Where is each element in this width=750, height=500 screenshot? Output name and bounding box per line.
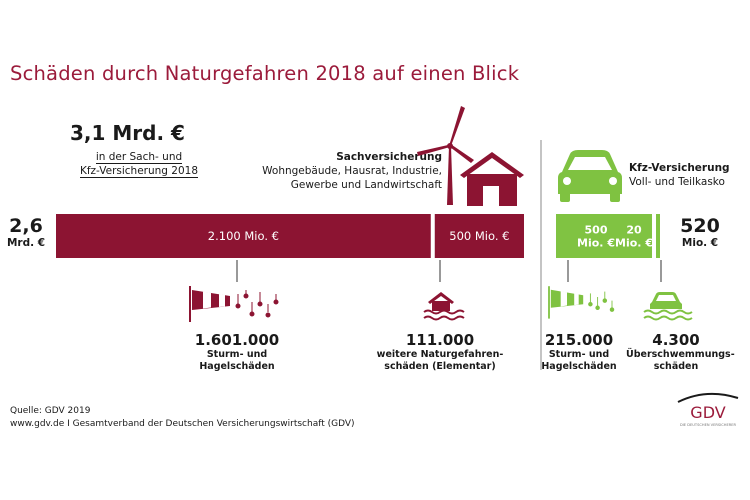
- total-label-line2: Kfz-Versicherung 2018: [79, 165, 199, 178]
- count-value: 4.300: [652, 331, 700, 349]
- bar-segment: [656, 214, 660, 258]
- bar-segment: [56, 214, 431, 258]
- kfz-description: Voll- und Teilkasko: [629, 176, 725, 188]
- bar-segment: [434, 214, 524, 258]
- sach-desc-line2: Gewerbe und Landwirtschaft: [290, 179, 442, 191]
- sach-total-unit: Mrd. €: [6, 237, 46, 249]
- sach-total-value: 2,6: [9, 215, 43, 237]
- kfz-total-unit: Mio. €: [681, 237, 719, 249]
- sach-total: 2,6 Mrd. €: [4, 215, 48, 250]
- car-icon: [558, 150, 622, 202]
- bar-segment-label: 500 Mio. €: [449, 229, 509, 243]
- count-label-line1: Sturm- und: [548, 349, 610, 360]
- count-value: 215.000: [544, 331, 614, 349]
- kfz-total-value: 520: [680, 215, 720, 237]
- count-value: 111.000: [405, 331, 475, 349]
- count-label-line1: Sturm- und: [206, 349, 268, 360]
- count-label-line2: schäden (Elementar): [384, 361, 496, 372]
- bar-segment-label: Mio. €: [577, 237, 615, 250]
- count-label-line2: Hagelschäden: [541, 361, 617, 372]
- kfz-total: 520 Mio. €: [672, 215, 728, 250]
- count-sach-elementar: 111.000 weitere Naturgefahren- schäden (…: [370, 331, 510, 373]
- windsock-hail-icon: [548, 286, 615, 319]
- source-line2: www.gdv.de I Gesamtverband der Deutschen…: [10, 419, 355, 429]
- gdv-logo-text: GDV: [690, 403, 725, 422]
- house-icon: [460, 152, 524, 206]
- total-label: in der Sach- und Kfz-Versicherung 2018: [70, 150, 208, 178]
- count-label-line2: Hagelschäden: [199, 361, 275, 372]
- count-value: 1.601.000: [194, 331, 280, 349]
- source-line1: Quelle: GDV 2019: [10, 406, 91, 416]
- sach-description: Wohngebäude, Hausrat, Industrie, Gewerbe…: [262, 164, 442, 192]
- count-sach-storm: 1.601.000 Sturm- und Hagelschäden: [167, 331, 307, 373]
- total-label-line1: in der Sach- und: [95, 151, 183, 164]
- bar-segment-label: Mio. €: [615, 237, 653, 250]
- count-label-line1: weitere Naturgefahren-: [376, 349, 504, 360]
- bar-segment-label: 2.100 Mio. €: [208, 229, 279, 243]
- chart-title: Schäden durch Naturgefahren 2018 auf ein…: [10, 62, 520, 85]
- source-note: Quelle: GDV 2019 www.gdv.de I Gesamtverb…: [10, 405, 355, 431]
- gdv-logo-tagline: DIE DEUTSCHEN VERSICHERER: [680, 423, 737, 427]
- kfz-heading: Kfz-Versicherung: [629, 162, 730, 174]
- bar-segment-label: 500: [585, 224, 608, 237]
- count-label-line2: schäden: [653, 361, 699, 372]
- flooded-house-icon: [423, 292, 465, 321]
- sach-desc-line1: Wohngebäude, Hausrat, Industrie,: [262, 165, 442, 177]
- bar-segment: [556, 214, 653, 258]
- count-kfz-flood: 4.300 Überschwemmungs- schäden: [626, 331, 735, 373]
- wind-turbine-icon: [417, 106, 474, 205]
- total-value: 3,1 Mrd. €: [70, 121, 185, 145]
- sach-heading: Sachversicherung: [336, 151, 442, 163]
- connector-lines: [236, 260, 662, 282]
- count-label-line1: Überschwemmungs-: [626, 349, 735, 360]
- bar-segment-label: 20: [626, 224, 642, 237]
- count-kfz-storm: 215.000 Sturm- und Hagelschäden: [533, 331, 625, 373]
- windsock-hail-icon: [189, 286, 279, 322]
- gdv-logo: GDV DIE DEUTSCHEN VERSICHERER: [677, 392, 739, 427]
- flooded-car-icon: [643, 292, 693, 321]
